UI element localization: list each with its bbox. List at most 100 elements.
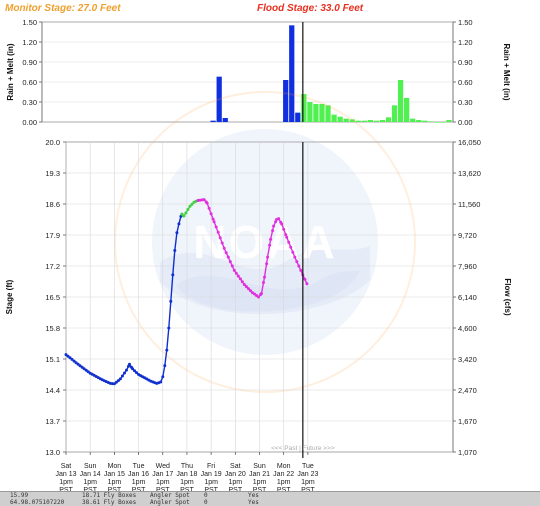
precip-bar-forecast xyxy=(355,120,361,122)
stage-tick-label: 16.5 xyxy=(45,293,60,302)
flow-tick-label: 16,050 xyxy=(458,138,481,147)
flow-tick-label: 3,420 xyxy=(458,355,477,364)
stage-point-forecast xyxy=(240,280,244,284)
precip-bar-forecast xyxy=(446,120,452,122)
x-tick-time: 1pm xyxy=(180,479,194,486)
strip-cell: 15.99 xyxy=(10,492,29,499)
stage-point-forecast xyxy=(220,241,224,245)
precip-tick-label-left: 0.90 xyxy=(22,58,37,67)
stage-point-observed xyxy=(161,375,165,379)
stage-point-observed xyxy=(163,364,167,368)
strip-cell: Yes xyxy=(248,499,259,506)
precip-bar-observed xyxy=(210,120,216,122)
precip-tick-label-right: 0.00 xyxy=(458,118,473,127)
flood-stage-label: Flood Stage: 33.0 Feet xyxy=(257,3,364,14)
stage-point-observed xyxy=(125,368,128,372)
precip-bar-forecast xyxy=(404,98,410,122)
stage-point-forecast xyxy=(257,295,260,299)
x-tick-date: Jan 18 xyxy=(176,471,197,478)
precip-tick-label-left: 0.30 xyxy=(22,98,37,107)
stage-point-observed xyxy=(70,357,74,361)
stage-tick-label: 19.3 xyxy=(45,169,60,178)
stage-point-forecast xyxy=(230,264,234,268)
precip-bar-forecast xyxy=(319,104,325,122)
x-tick-date: Jan 22 xyxy=(273,471,294,478)
stage-point-forecast xyxy=(305,282,309,286)
flow-tick-label: 11,560 xyxy=(458,200,480,209)
stage-point-forecast_transition xyxy=(180,212,184,216)
x-tick-tz: PST xyxy=(83,487,97,494)
precip-ylabel-left: Rain + Melt (in) xyxy=(6,43,15,100)
stage-point-forecast_transition xyxy=(188,204,192,208)
precip-bar-forecast xyxy=(422,120,428,122)
stage-point-observed xyxy=(169,299,173,303)
stage-point-observed xyxy=(72,359,76,363)
stage-point-forecast xyxy=(216,230,220,234)
stage-point-forecast xyxy=(295,260,299,264)
precip-bar-observed xyxy=(295,112,301,122)
precip-bar-forecast xyxy=(410,118,416,122)
x-tick-date: Jan 17 xyxy=(152,471,173,478)
precip-ylabel-right: Rain + Melt (in) xyxy=(502,43,511,100)
strip-cell: 18.71 Fly Boxes xyxy=(82,492,137,499)
stage-point-observed xyxy=(131,367,134,371)
precip-bar-forecast xyxy=(301,94,307,122)
x-tick-time: 1pm xyxy=(229,479,243,486)
x-tick-tz: PST xyxy=(204,487,218,494)
stage-point-forecast xyxy=(238,277,242,281)
stage-point-forecast_transition xyxy=(190,202,194,206)
x-tick-date: Jan 16 xyxy=(128,471,149,478)
stage-point-forecast xyxy=(269,237,273,241)
stage-point-observed xyxy=(116,379,120,383)
stage-point-forecast xyxy=(287,240,291,244)
precip-bar-observed xyxy=(289,25,295,122)
precip-bar-observed xyxy=(222,118,228,122)
precip-bar-forecast xyxy=(325,105,331,122)
stage-point-observed xyxy=(159,380,163,384)
x-tick-day: Mon xyxy=(108,463,122,470)
flow-tick-label: 7,960 xyxy=(458,262,477,271)
strip-row: 64.98.075107220 38.61 Fly Boxes Angler S… xyxy=(0,499,540,506)
x-tick-day: Tue xyxy=(133,463,145,470)
stage-point-forecast xyxy=(263,275,266,279)
x-tick-day: Fri xyxy=(207,463,216,470)
stage-point-forecast xyxy=(236,274,240,278)
strip-cell: 38.61 Fly Boxes xyxy=(82,499,137,506)
stage-point-forecast xyxy=(222,246,226,250)
stage-point-forecast xyxy=(246,287,250,291)
flow-tick-label: 6,140 xyxy=(458,293,477,302)
stage-point-forecast xyxy=(202,198,206,202)
x-tick-date: Jan 15 xyxy=(104,471,125,478)
x-tick-time: 1pm xyxy=(277,479,291,486)
stage-point-forecast_transition xyxy=(182,214,186,218)
precip-bar-forecast xyxy=(349,119,355,122)
stage-point-observed xyxy=(167,326,171,330)
strip-cell: Angler Spot xyxy=(150,492,190,499)
x-tick-day: Mon xyxy=(277,463,291,470)
stage-tick-label: 20.0 xyxy=(45,138,60,147)
x-tick-date: Jan 19 xyxy=(201,471,222,478)
strip-row: 15.99 18.71 Fly Boxes Angler Spot 0 Yes xyxy=(0,492,540,499)
stage-point-forecast xyxy=(260,292,263,295)
x-tick-tz: PST xyxy=(277,487,291,494)
x-tick-day: Sun xyxy=(253,463,266,470)
x-tick-date: Jan 21 xyxy=(249,471,270,478)
stage-point-observed xyxy=(114,380,118,384)
precip-bar-forecast xyxy=(440,122,446,123)
stage-point-observed xyxy=(68,356,72,360)
stage-point-forecast xyxy=(224,251,228,255)
stage-point-forecast xyxy=(293,255,297,259)
flow-tick-label: 2,470 xyxy=(458,386,477,395)
x-tick-day: Thu xyxy=(181,463,193,470)
stage-point-observed xyxy=(120,374,124,378)
stage-point-forecast xyxy=(242,283,246,287)
stage-point-forecast xyxy=(285,235,289,239)
precip-tick-label-left: 1.20 xyxy=(22,38,37,47)
stage-point-forecast xyxy=(291,250,295,254)
precip-bar-forecast xyxy=(385,117,392,122)
stage-point-forecast xyxy=(262,281,265,284)
precip-bar-observed xyxy=(283,80,289,122)
stage-point-forecast_transition xyxy=(184,211,188,215)
flow-tick-label: 4,600 xyxy=(458,324,477,333)
noaa-watermark: NOAA xyxy=(114,91,416,393)
